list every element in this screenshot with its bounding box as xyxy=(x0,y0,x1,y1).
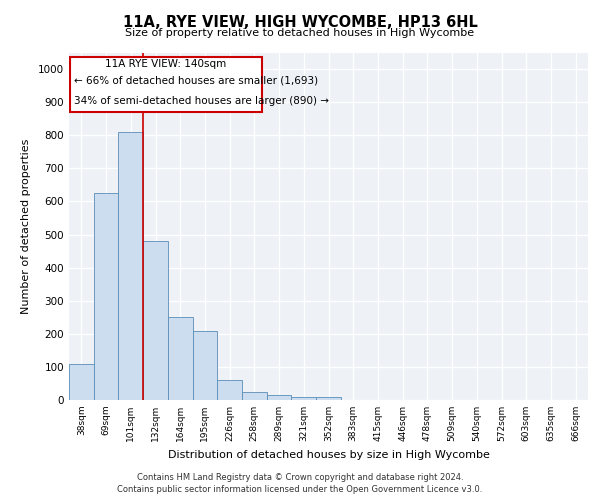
Text: Size of property relative to detached houses in High Wycombe: Size of property relative to detached ho… xyxy=(125,28,475,38)
Text: Contains public sector information licensed under the Open Government Licence v3: Contains public sector information licen… xyxy=(118,485,482,494)
Text: ← 66% of detached houses are smaller (1,693): ← 66% of detached houses are smaller (1,… xyxy=(74,76,318,86)
Bar xyxy=(168,318,193,400)
Bar xyxy=(316,396,341,400)
Bar xyxy=(69,364,94,400)
Bar xyxy=(94,193,118,400)
Text: 11A, RYE VIEW, HIGH WYCOMBE, HP13 6HL: 11A, RYE VIEW, HIGH WYCOMBE, HP13 6HL xyxy=(122,15,478,30)
Y-axis label: Number of detached properties: Number of detached properties xyxy=(21,138,31,314)
Bar xyxy=(292,396,316,400)
Text: Contains HM Land Registry data © Crown copyright and database right 2024.: Contains HM Land Registry data © Crown c… xyxy=(137,472,463,482)
Bar xyxy=(217,380,242,400)
Bar xyxy=(143,241,168,400)
Text: 11A RYE VIEW: 140sqm: 11A RYE VIEW: 140sqm xyxy=(106,59,227,69)
Bar xyxy=(193,330,217,400)
X-axis label: Distribution of detached houses by size in High Wycombe: Distribution of detached houses by size … xyxy=(167,450,490,460)
Bar xyxy=(118,132,143,400)
Bar xyxy=(267,395,292,400)
Bar xyxy=(242,392,267,400)
Bar xyxy=(70,58,262,112)
Text: 34% of semi-detached houses are larger (890) →: 34% of semi-detached houses are larger (… xyxy=(74,96,329,106)
